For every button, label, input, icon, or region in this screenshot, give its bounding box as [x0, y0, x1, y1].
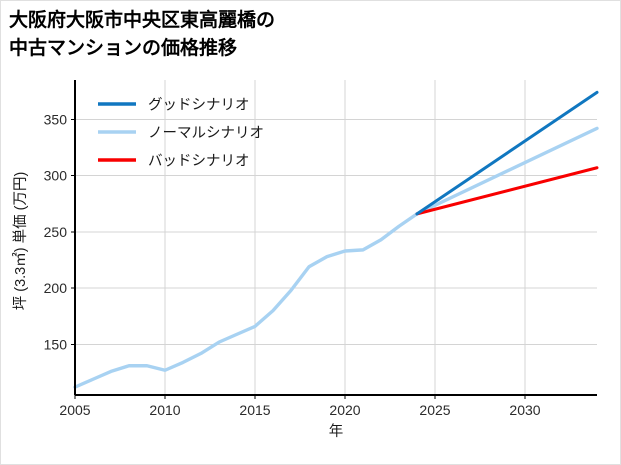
- x-tick-label: 2015: [239, 402, 270, 418]
- series-line-bad: [415, 166, 599, 216]
- x-tick-label: 2020: [329, 402, 360, 418]
- x-gridlines: [74, 80, 526, 395]
- x-tick-label: 2030: [509, 402, 540, 418]
- y-tick-label: 150: [44, 336, 68, 352]
- x-tick-label: 2025: [419, 402, 450, 418]
- chart-title: 大阪府大阪市中央区東高麗橋の 中古マンションの価格推移: [9, 10, 276, 59]
- axis-ticks: [71, 118, 526, 399]
- legend-label-2: バッドシナリオ: [148, 154, 250, 170]
- axis-spines: [74, 80, 597, 396]
- y-tick-labels: 150 200 250 300 350: [44, 111, 68, 352]
- x-tick-label: 2010: [149, 402, 180, 418]
- y-tick-label: 250: [44, 224, 68, 240]
- y-tick-label: 350: [44, 111, 68, 127]
- y-tick-label: 300: [44, 168, 68, 184]
- x-axis-title: 年: [329, 423, 344, 440]
- data-series-group: [73, 90, 599, 389]
- legend-label-0: グッドシナリオ: [148, 97, 250, 114]
- series-line-good: [415, 90, 599, 216]
- y-axis-title: 坪 (3.3㎡) 単価 (万円): [12, 172, 29, 311]
- y-gridlines: [75, 118, 597, 345]
- legend-label-1: ノーマルシナリオ: [148, 126, 264, 142]
- series-line-normal: [73, 126, 599, 389]
- y-tick-label: 200: [44, 280, 68, 296]
- x-tick-label: 2005: [59, 402, 90, 418]
- x-tick-labels: 2005 2010 2015 2020 2025 2030: [59, 402, 540, 418]
